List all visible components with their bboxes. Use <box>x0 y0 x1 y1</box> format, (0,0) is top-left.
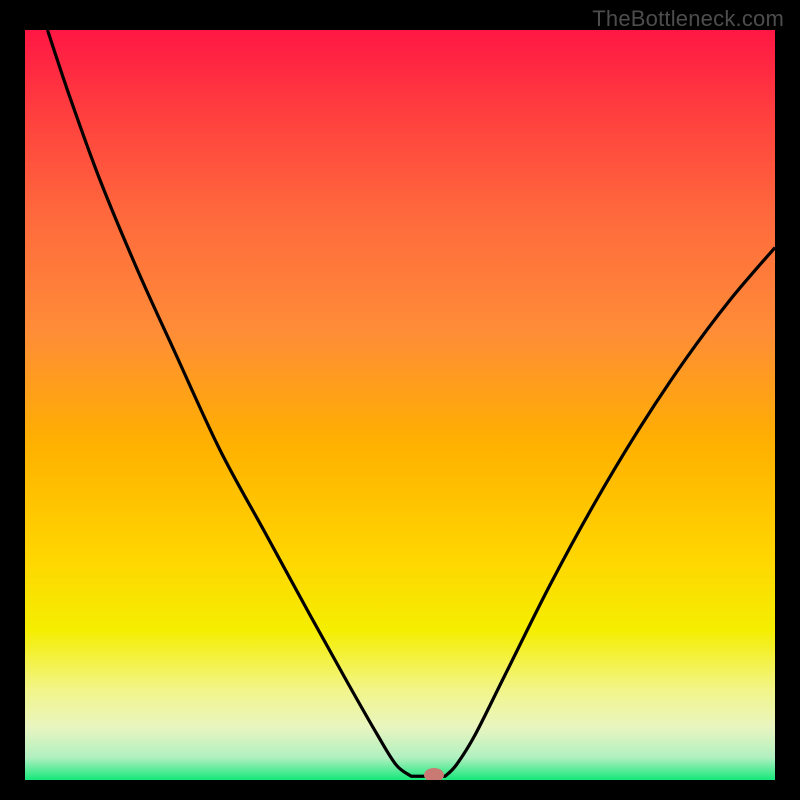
plot-frame <box>25 30 775 780</box>
curve-path <box>48 30 776 776</box>
bottleneck-curve <box>25 30 775 780</box>
plot-area <box>25 30 775 780</box>
optimal-point-marker <box>424 768 444 780</box>
chart-container: { "watermark": { "text": "TheBottleneck.… <box>0 0 800 800</box>
watermark-text: TheBottleneck.com <box>592 6 784 32</box>
